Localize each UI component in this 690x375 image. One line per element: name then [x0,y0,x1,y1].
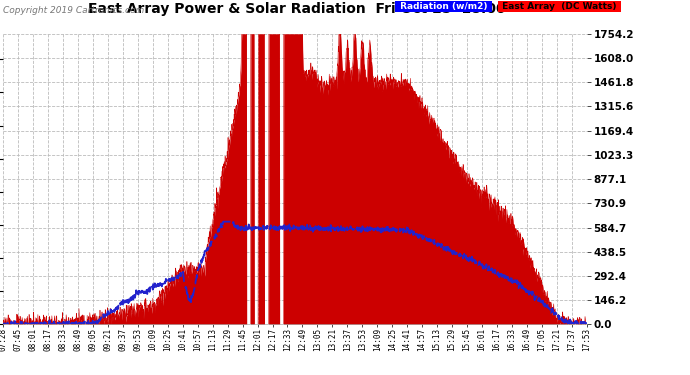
Text: East Array Power & Solar Radiation  Fri Oct 25  18:00: East Array Power & Solar Radiation Fri O… [88,2,506,16]
Text: East Array  (DC Watts): East Array (DC Watts) [499,2,620,11]
Text: Radiation (w/m2): Radiation (w/m2) [397,2,491,11]
Text: Copyright 2019 Cartronics.com: Copyright 2019 Cartronics.com [3,6,145,15]
